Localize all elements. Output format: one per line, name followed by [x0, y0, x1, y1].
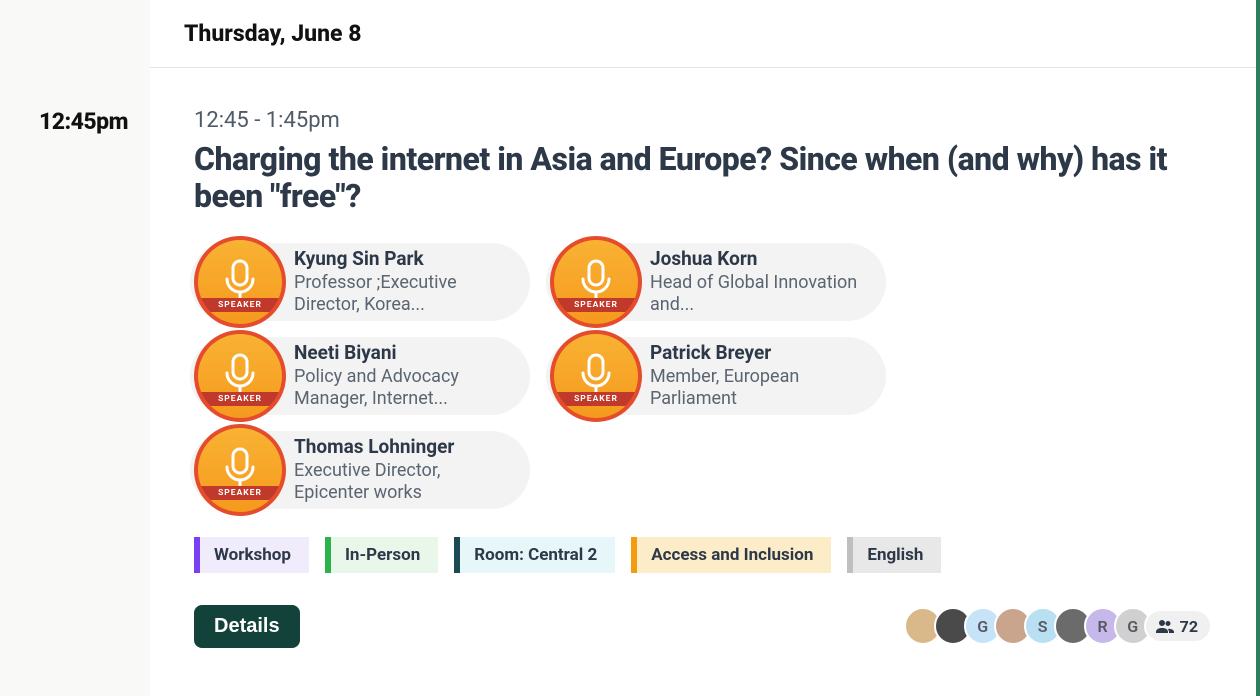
speaker-role: Member, European Parliament	[650, 366, 858, 411]
filter-tag[interactable]: Room: Central 2	[454, 537, 615, 573]
speaker-chip[interactable]: SPEAKER Joshua Korn Head of Global Innov…	[550, 243, 890, 321]
speaker-band-label: SPEAKER	[198, 486, 282, 500]
main-content: Thursday, June 8 12:45 - 1:45pm Charging…	[150, 0, 1260, 696]
speaker-name: Patrick Breyer	[650, 341, 858, 364]
schedule-page: 12:45pm Thursday, June 8 12:45 - 1:45pm …	[0, 0, 1260, 696]
details-button[interactable]: Details	[194, 605, 300, 648]
speaker-role: Head of Global Innovation and...	[650, 272, 858, 317]
speaker-chip[interactable]: SPEAKER Patrick Breyer Member, European …	[550, 337, 890, 415]
filter-tag[interactable]: Workshop	[194, 537, 309, 573]
speaker-band-label: SPEAKER	[554, 298, 638, 312]
speaker-badge-icon: SPEAKER	[194, 236, 286, 328]
attendee-count[interactable]: 72	[1144, 609, 1212, 643]
speaker-role: Executive Director, Epicenter works	[294, 460, 502, 505]
attendee-list[interactable]: GSRG 72	[912, 607, 1212, 645]
speaker-chip[interactable]: SPEAKER Neeti Biyani Policy and Advocacy…	[194, 337, 534, 415]
speaker-band-label: SPEAKER	[554, 392, 638, 406]
filter-tag[interactable]: In-Person	[325, 537, 438, 573]
speaker-name: Neeti Biyani	[294, 341, 502, 364]
session-time-range: 12:45 - 1:45pm	[194, 108, 1212, 133]
filter-tag[interactable]: English	[847, 537, 941, 573]
speaker-role: Policy and Advocacy Manager, Internet...	[294, 366, 502, 411]
filter-tag[interactable]: Access and Inclusion	[631, 537, 831, 573]
date-header: Thursday, June 8	[150, 0, 1256, 68]
speaker-chip[interactable]: SPEAKER Kyung Sin Park Professor ;Execut…	[194, 243, 534, 321]
speaker-badge-icon: SPEAKER	[550, 236, 642, 328]
tag-row: Workshop In-Person Room: Central 2 Access a…	[194, 537, 1212, 573]
speaker-badge-icon: SPEAKER	[194, 424, 286, 516]
speaker-badge-icon: SPEAKER	[194, 330, 286, 422]
speaker-chip[interactable]: SPEAKER Thomas Lohninger Executive Direc…	[194, 431, 534, 509]
speaker-name: Joshua Korn	[650, 247, 858, 270]
speaker-name: Kyung Sin Park	[294, 247, 502, 270]
speaker-grid: SPEAKER Kyung Sin Park Professor ;Execut…	[194, 243, 1212, 509]
date-label: Thursday, June 8	[184, 20, 362, 47]
people-icon	[1156, 619, 1174, 633]
speaker-badge-icon: SPEAKER	[550, 330, 642, 422]
speaker-band-label: SPEAKER	[198, 298, 282, 312]
attendee-count-value: 72	[1180, 617, 1198, 636]
speaker-role: Professor ;Executive Director, Korea...	[294, 272, 502, 317]
time-column: 12:45pm	[0, 0, 150, 696]
speaker-name: Thomas Lohninger	[294, 435, 502, 458]
time-slot-label: 12:45pm	[0, 108, 128, 135]
speaker-band-label: SPEAKER	[198, 392, 282, 406]
session-title: Charging the internet in Asia and Europe…	[194, 141, 1212, 215]
session-footer: Details GSRG 72	[194, 605, 1212, 672]
session-card: 12:45 - 1:45pm Charging the internet in …	[150, 68, 1256, 696]
